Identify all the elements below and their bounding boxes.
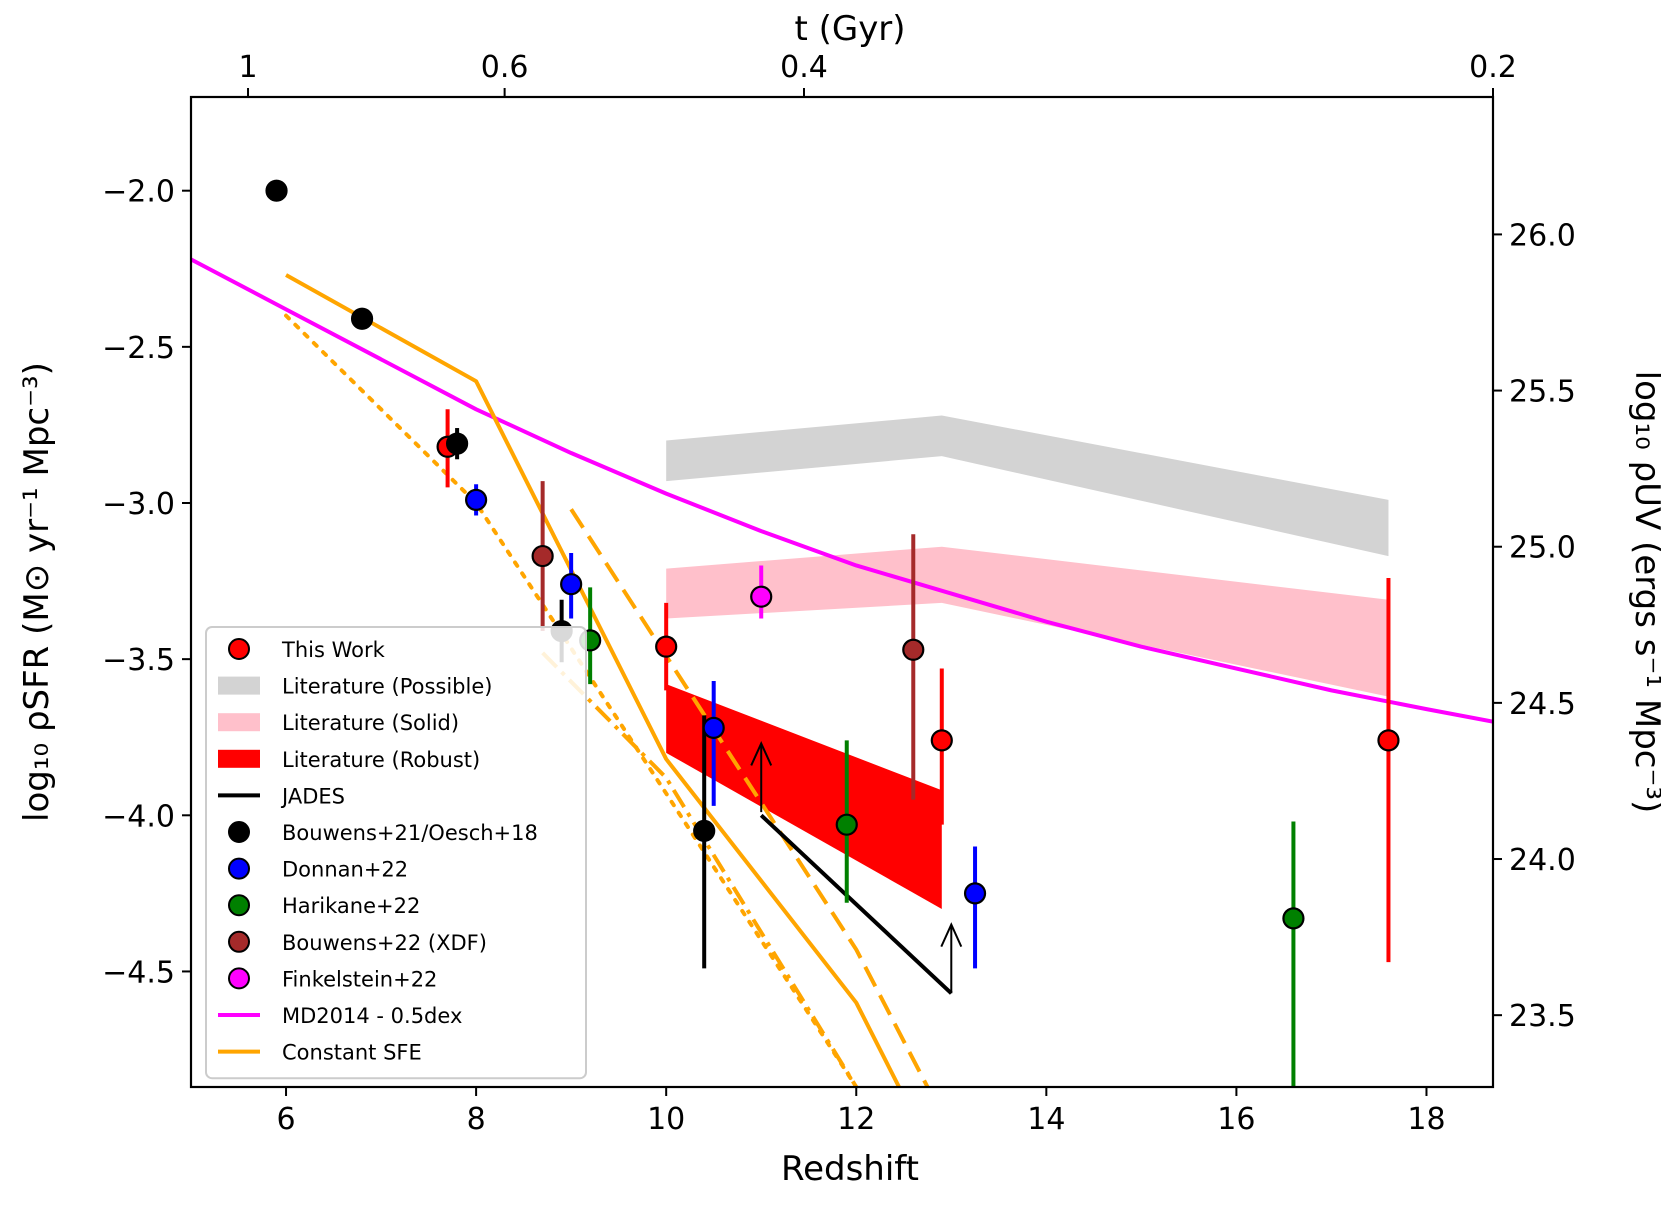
point-this-work-1 <box>655 635 678 658</box>
x-tick-label-14: 14 <box>1027 1102 1065 1137</box>
point-donnan-22-1 <box>560 573 583 596</box>
point-harikane-22-2 <box>1282 907 1305 930</box>
right-tick-label-0: 23.5 <box>1509 999 1576 1034</box>
x-tick-label-18: 18 <box>1407 1102 1445 1137</box>
legend-finkelstein-22-marker <box>228 967 250 990</box>
point-donnan-22-0 <box>465 488 488 511</box>
point-finkelstein-22-0 <box>750 585 773 608</box>
y-tick-label-2: −3.0 <box>102 487 175 522</box>
legend-bouwens-21-oesch-18-marker <box>228 821 250 843</box>
band-layer <box>666 415 1389 909</box>
right-tick-label-1: 24.0 <box>1509 843 1576 878</box>
point-bouwens-21-oesch-18-1 <box>350 307 374 330</box>
x-tick-label-8: 8 <box>467 1102 486 1137</box>
point-bouwens-21-oesch-18-2 <box>446 432 469 455</box>
legend-literature-possible-patch <box>218 676 260 695</box>
point-this-work-2 <box>930 729 953 752</box>
y-tick-label-3: −3.5 <box>102 643 175 678</box>
arrow-0 <box>750 741 773 813</box>
point-donnan-22-3 <box>963 882 987 905</box>
point-bouwens-21-oesch-18-4 <box>693 819 716 843</box>
point-bouwens-22-xdf-0 <box>531 544 554 568</box>
legend-jades-label: JADES <box>280 784 345 808</box>
legend: This Work Literature (Possible) Literature… <box>205 626 587 1080</box>
point-bouwens-21-oesch-18-0 <box>265 179 288 202</box>
arrow-head-0 <box>750 741 773 766</box>
legend-literature-possible-label: Literature (Possible) <box>282 675 492 699</box>
legend-harikane-22-label: Harikane+22 <box>282 894 420 918</box>
legend-donnan-22-marker <box>228 857 250 880</box>
plot-frame <box>189 95 1495 1089</box>
legend-harikane-22-marker <box>228 894 250 917</box>
arrow-layer <box>750 741 963 994</box>
right-tick-label-3: 25.0 <box>1509 531 1576 566</box>
y-tick-label-1: −2.5 <box>102 331 175 366</box>
left-y-axis-title: log₁₀ ρSFR (M⊙ yr⁻¹ Mpc⁻³) <box>17 362 57 822</box>
line-constant-sfe <box>285 273 902 1087</box>
legend-bouwens-21-oesch-18-label: Bouwens+21/Oesch+18 <box>282 821 538 845</box>
point-bouwens-22-xdf-1 <box>902 638 925 661</box>
top-tick-label-0: 1 <box>238 50 257 85</box>
right-tick-label-4: 25.5 <box>1509 375 1576 410</box>
x-tick-label-12: 12 <box>837 1102 875 1137</box>
legend-this-work-label: This Work <box>281 638 386 662</box>
legend-md2014-0-5dex-label: MD2014 - 0.5dex <box>282 1004 462 1028</box>
legend-box <box>205 626 587 1080</box>
legend-constant-sfe-label: Constant SFE <box>282 1041 422 1065</box>
arrow-1 <box>940 922 963 994</box>
arrow-head-1 <box>940 922 963 948</box>
band-literature-possible <box>666 415 1389 557</box>
band-literature-solid <box>666 546 1389 697</box>
right-tick-label-2: 24.5 <box>1509 687 1576 722</box>
legend-donnan-22-label: Donnan+22 <box>282 858 408 882</box>
x-axis-title: Redshift <box>781 1149 919 1189</box>
legend-finkelstein-22-label: Finkelstein+22 <box>282 967 437 991</box>
legend-literature-solid-patch <box>218 713 260 732</box>
line-jades <box>759 813 953 995</box>
right-tick-label-5: 26.0 <box>1509 218 1576 253</box>
point-donnan-22-2 <box>702 716 725 739</box>
axis-layer: 6 8 10 12 14 16 18 −2.0 −2.5 −3.0 −3.5 −4.0 −4.5 23.5… <box>102 50 1576 1137</box>
x-tick-label-16: 16 <box>1217 1102 1255 1137</box>
right-y-axis-title: log₁₀ ρUV (ergs s⁻¹ Mpc⁻³) <box>1627 371 1661 814</box>
y-tick-label-5: −4.5 <box>102 955 175 990</box>
legend-literature-robust-patch <box>218 749 260 768</box>
legend-literature-solid-label: Literature (Solid) <box>282 711 459 735</box>
legend-this-work-marker <box>228 638 250 660</box>
top-tick-label-2: 0.4 <box>780 50 828 85</box>
top-tick-label-3: 0.2 <box>1469 50 1517 85</box>
top-axis-title: t (Gyr) <box>794 9 905 49</box>
legend-bouwens-22-xdf-label: Bouwens+22 (XDF) <box>282 931 487 955</box>
x-tick-label-6: 6 <box>276 1102 295 1137</box>
top-tick-label-1: 0.6 <box>481 50 529 85</box>
x-tick-label-10: 10 <box>647 1102 685 1137</box>
legend-literature-robust-label: Literature (Robust) <box>282 748 480 772</box>
point-layer <box>265 179 1400 930</box>
y-tick-label-4: −4.0 <box>102 799 175 834</box>
point-harikane-22-1 <box>835 813 858 836</box>
band-literature-robust <box>666 684 942 909</box>
point-this-work-3 <box>1377 729 1400 752</box>
y-tick-label-0: −2.0 <box>102 175 175 210</box>
legend-bouwens-22-xdf-marker <box>228 930 250 953</box>
line-md2014-0-5dex <box>191 257 1493 724</box>
